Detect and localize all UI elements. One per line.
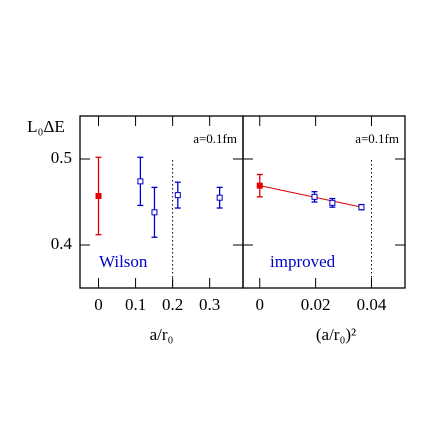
data-point [216, 194, 223, 201]
y-tick-label: 0.5 [51, 148, 72, 167]
x-axis-label: (a/r₀)² [316, 325, 356, 344]
data-point [329, 199, 336, 206]
x-tick-label: 0.2 [162, 295, 183, 314]
x-axis-label: a/r₀ [150, 325, 174, 344]
panel-label: Wilson [99, 252, 148, 271]
fit-line [259, 185, 362, 208]
panel-label: improved [270, 252, 336, 271]
data-point [95, 192, 102, 199]
x-tick-label: 0 [256, 295, 265, 314]
x-tick-label: 0.04 [357, 295, 387, 314]
data-point [174, 192, 181, 199]
x-tick-label: 0.3 [199, 295, 220, 314]
x-tick-label: 0.1 [125, 295, 146, 314]
data-point [358, 204, 365, 211]
y-axis-label: L₀ΔE [27, 117, 65, 136]
annotation: a=0.1fm [193, 131, 237, 146]
plot-frame [242, 115, 406, 289]
x-tick-label: 0.02 [301, 295, 331, 314]
data-point [311, 193, 318, 200]
data-point [256, 182, 263, 189]
data-point [151, 209, 158, 216]
x-tick-label: 0 [94, 295, 103, 314]
y-tick-label: 0.4 [51, 234, 73, 253]
data-point [137, 178, 144, 185]
annotation: a=0.1fm [355, 131, 399, 146]
